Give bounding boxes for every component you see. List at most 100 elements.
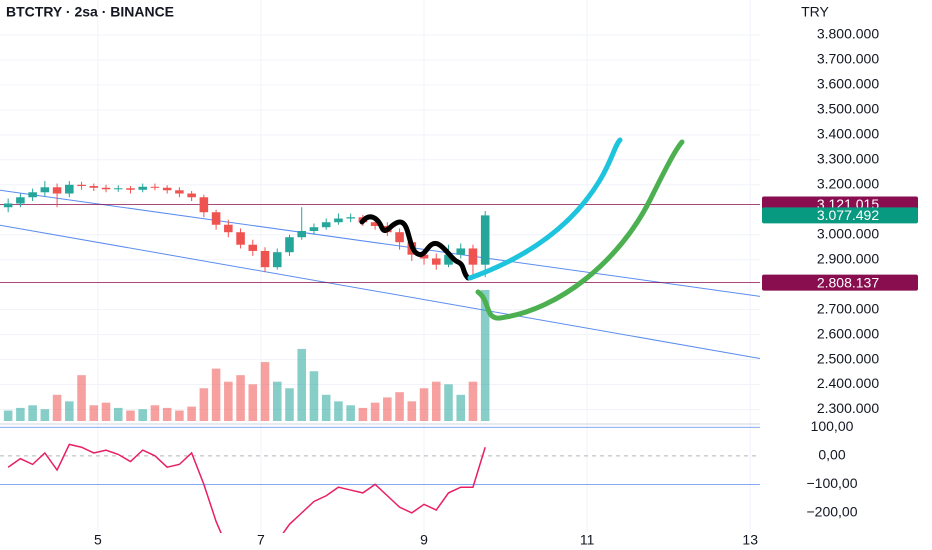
oscillator-line [7, 443, 486, 533]
candle-body [89, 186, 99, 188]
candle-body [126, 188, 135, 190]
volume-bar [101, 402, 111, 421]
oscillator-pane [0, 426, 760, 533]
candle-body [224, 224, 233, 233]
volume-bar [407, 401, 417, 421]
candle-body [285, 237, 294, 253]
volume-bar [456, 394, 466, 421]
volume-bar [150, 405, 160, 421]
chart-title: BTCTRY · 2sa · BINANCE [6, 4, 174, 20]
hand-drawn-path [467, 137, 623, 281]
candle-body [395, 232, 404, 243]
candle-body [138, 186, 147, 190]
volume-bar [199, 388, 209, 421]
volume-bar [28, 405, 37, 421]
candle-body [236, 232, 245, 245]
volume-bar [321, 394, 331, 421]
volume-bar [138, 409, 147, 421]
x-tick-label: 13 [742, 532, 758, 548]
y-tick-label: 3.400.000 [817, 126, 879, 142]
candle-body [162, 187, 172, 191]
hand-drawn-path [475, 139, 685, 321]
x-tick-label: 5 [94, 532, 102, 548]
volume-bar [211, 368, 221, 421]
candle-body [101, 187, 111, 190]
candle-body [113, 188, 123, 190]
price-tag [762, 207, 918, 224]
candle-body [431, 258, 441, 265]
candle-body [3, 203, 13, 208]
y-tick-label: 2.600.000 [817, 325, 879, 341]
y-tick-label: 3.000.000 [817, 225, 879, 241]
volume-bar [89, 405, 99, 421]
candle-body [77, 184, 86, 187]
candle-body [40, 187, 50, 193]
volume-bar [370, 402, 380, 421]
volume-bar [3, 410, 13, 421]
volume-bar [224, 381, 233, 421]
candle-body [456, 248, 466, 255]
candle-body [187, 193, 196, 198]
oscillator-tick-label: 0,00 [818, 447, 845, 463]
y-tick-label: 2.500.000 [817, 350, 879, 366]
oscillator-tick-label: −200,00 [807, 504, 858, 520]
y-tick-label: 2.900.000 [817, 250, 879, 266]
volume-bar [419, 388, 429, 421]
candle-body [272, 252, 282, 268]
currency-label: TRY [801, 4, 829, 20]
y-tick-label: 3.700.000 [817, 51, 879, 67]
y-tick-label: 3.600.000 [817, 76, 879, 92]
candle-body [248, 244, 258, 251]
candle-body [309, 227, 319, 231]
volume-bar [65, 401, 74, 421]
volume-bar [16, 407, 25, 421]
trend-line [0, 224, 760, 359]
oscillator-tick-label: −100,00 [807, 475, 858, 491]
y-tick-label: 2.300.000 [817, 400, 879, 416]
volume-bar [431, 381, 441, 421]
volume-bar [40, 409, 50, 421]
volume-bar [297, 348, 306, 421]
candle-body [468, 248, 478, 265]
volume-bar [77, 375, 86, 421]
price-tag-label: 2.808.137 [817, 274, 879, 290]
volume-bar [236, 375, 245, 421]
price-pane [0, 181, 760, 421]
volume-bar [358, 407, 368, 421]
trend-line [0, 189, 760, 297]
candle-body [28, 192, 37, 198]
candle-body [16, 197, 25, 204]
grid [0, 0, 760, 533]
volume-bar [444, 384, 453, 421]
volume-bar [260, 362, 270, 421]
volume-bar [52, 394, 62, 421]
volume-bar [285, 388, 294, 421]
volume-bar [334, 401, 343, 421]
candle-body [321, 222, 331, 228]
candle-body [175, 190, 184, 194]
volume-bar [187, 406, 196, 421]
candle-body [150, 186, 160, 188]
oscillator-tick-label: 100,00 [811, 418, 854, 434]
candle-body [370, 222, 380, 226]
y-tick-label: 3.500.000 [817, 101, 879, 117]
volume-bar [162, 407, 172, 421]
y-tick-label: 3.200.000 [817, 175, 879, 191]
price-tag [762, 274, 918, 291]
volume-bar [248, 384, 258, 421]
volume-bar [175, 410, 184, 421]
volume-bar [309, 371, 319, 421]
x-tick-label: 9 [420, 532, 428, 548]
y-tick-label: 3.800.000 [817, 26, 879, 42]
candle-body [52, 187, 62, 194]
x-tick-label: 11 [580, 532, 595, 548]
y-tick-label: 2.400.000 [817, 375, 879, 391]
candle-body [444, 254, 453, 265]
volume-bar [126, 410, 135, 421]
candle-body [297, 230, 306, 238]
volume-bar [480, 290, 490, 421]
candle-body [211, 212, 221, 225]
volume-bar [113, 407, 123, 421]
y-tick-label: 2.700.000 [817, 300, 879, 316]
